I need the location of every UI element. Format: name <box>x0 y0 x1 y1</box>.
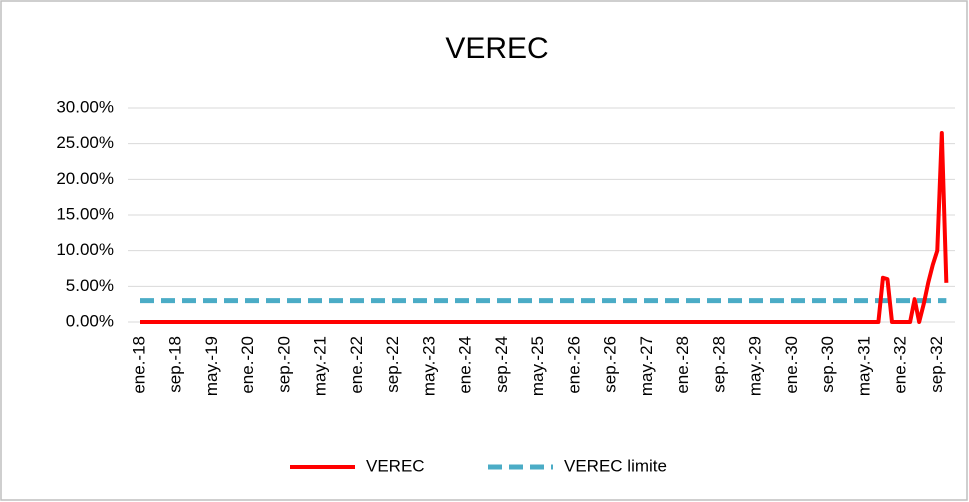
x-tick-label: ene.-28 <box>673 336 692 394</box>
series-line <box>140 130 949 324</box>
y-tick-label: 15.00% <box>56 204 114 223</box>
x-tick-label: sep.-28 <box>709 336 728 393</box>
x-tick-label: ene.-26 <box>564 336 583 394</box>
x-tick-label: may.-31 <box>854 336 873 396</box>
x-tick-label: may.-25 <box>528 336 547 396</box>
legend-label: VEREC <box>366 456 425 475</box>
x-tick-label: sep.-30 <box>818 336 837 393</box>
x-tick-label: may.-23 <box>419 336 438 396</box>
x-tick-label: ene.-18 <box>129 336 148 394</box>
x-tick-label: ene.-32 <box>891 336 910 394</box>
x-tick-label: may.-27 <box>637 336 656 396</box>
x-tick-label: ene.-30 <box>782 336 801 394</box>
chart-title: VEREC <box>445 32 548 65</box>
x-tick-label: sep.-18 <box>166 336 185 393</box>
x-tick-label: sep.-20 <box>274 336 293 393</box>
x-tick-label: sep.-24 <box>492 336 511 393</box>
x-tick-label: may.-19 <box>202 336 221 396</box>
x-tick-label: sep.-26 <box>601 336 620 393</box>
x-tick-label: may.-29 <box>746 336 765 396</box>
y-tick-label: 20.00% <box>56 169 114 188</box>
y-tick-label: 30.00% <box>56 97 114 116</box>
y-tick-label: 0.00% <box>66 311 114 330</box>
y-tick-label: 10.00% <box>56 240 114 259</box>
x-tick-label: sep.-22 <box>383 336 402 393</box>
x-tick-label: may.-21 <box>311 336 330 396</box>
y-tick-label: 5.00% <box>66 276 114 295</box>
x-tick-label: ene.-22 <box>347 336 366 394</box>
x-tick-label: sep.-32 <box>927 336 946 393</box>
legend-label: VEREC limite <box>564 456 667 475</box>
x-tick-label: ene.-20 <box>238 336 257 394</box>
x-tick-label: ene.-24 <box>456 336 475 394</box>
y-tick-label: 25.00% <box>56 133 114 152</box>
